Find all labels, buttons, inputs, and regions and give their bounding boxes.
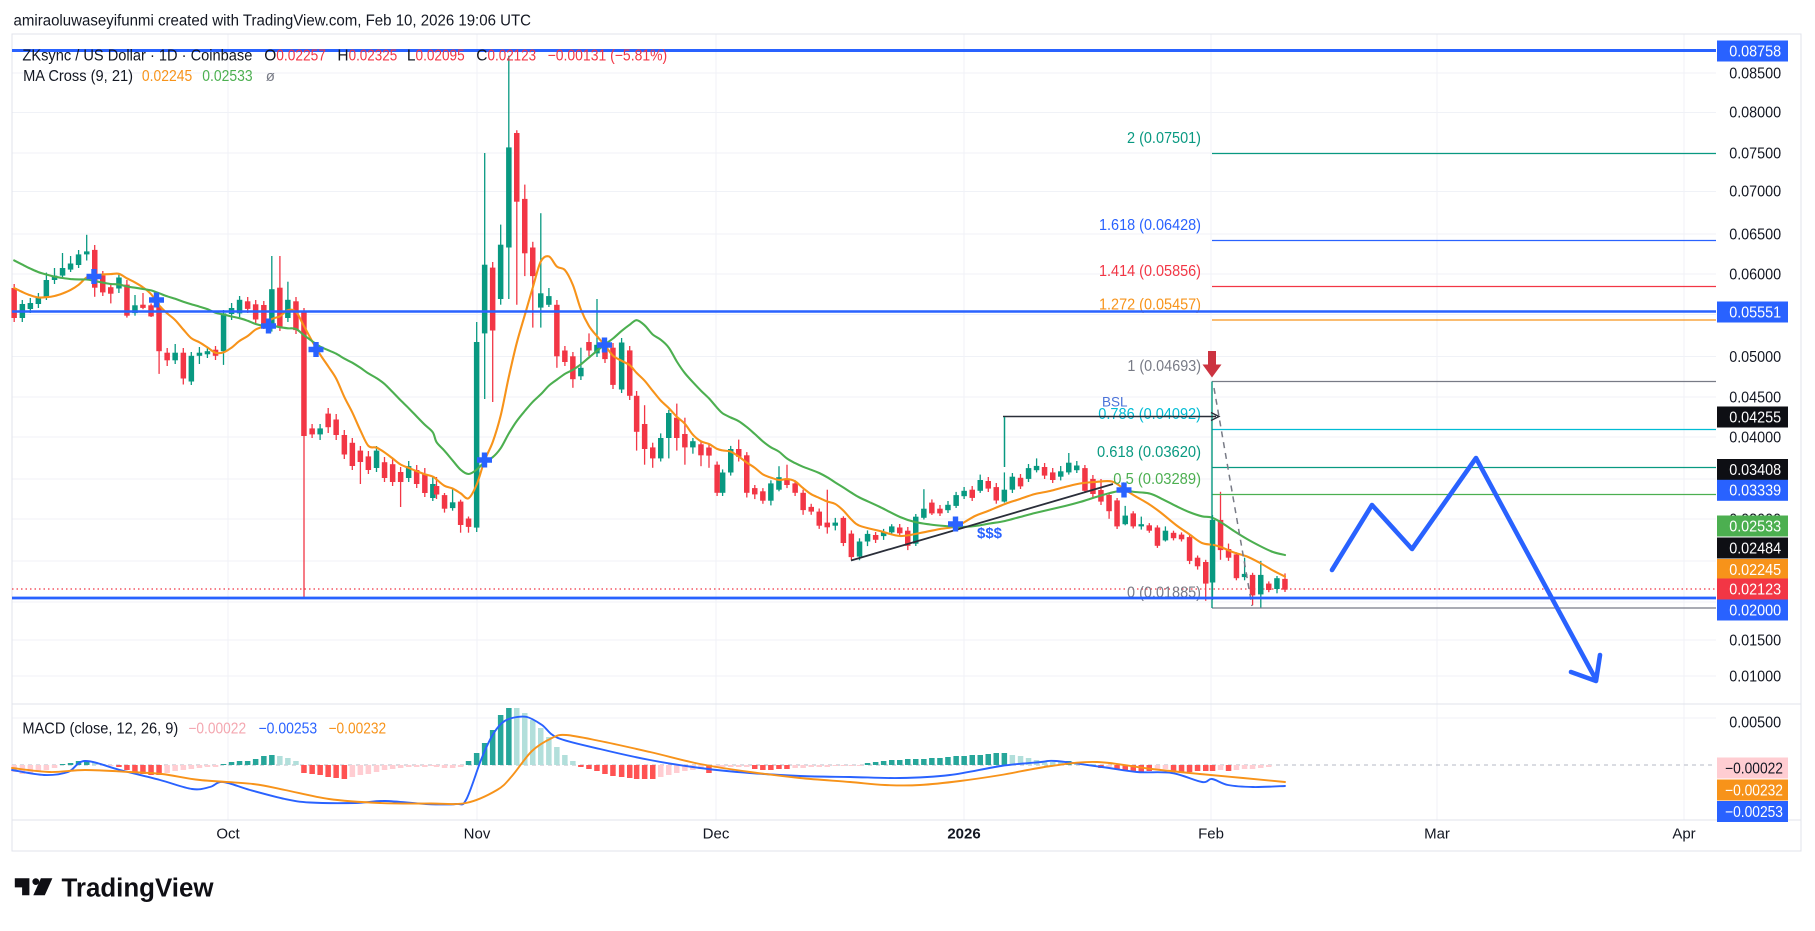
svg-text:0.08000: 0.08000 — [1729, 104, 1781, 121]
svg-text:0.08500: 0.08500 — [1729, 65, 1781, 82]
svg-text:−0.00022: −0.00022 — [1725, 760, 1783, 777]
svg-text:1 (0.04693): 1 (0.04693) — [1127, 358, 1201, 375]
svg-text:0.03408: 0.03408 — [1729, 462, 1781, 479]
svg-text:Mar: Mar — [1424, 826, 1450, 843]
svg-text:0.07000: 0.07000 — [1729, 183, 1781, 200]
svg-text:0.02123: 0.02123 — [488, 48, 537, 65]
svg-text:O: O — [264, 48, 276, 65]
svg-text:0.00500: 0.00500 — [1729, 714, 1781, 731]
svg-text:Oct: Oct — [216, 826, 240, 843]
svg-text:1.618 (0.06428): 1.618 (0.06428) — [1099, 217, 1201, 234]
svg-text:1.272 (0.05457): 1.272 (0.05457) — [1099, 297, 1201, 314]
svg-text:0.07500: 0.07500 — [1729, 145, 1781, 162]
svg-text:0.786 (0.04092): 0.786 (0.04092) — [1098, 406, 1201, 423]
svg-text:0.02533: 0.02533 — [202, 68, 252, 85]
svg-text:Nov: Nov — [464, 826, 491, 843]
svg-text:0.02245: 0.02245 — [142, 68, 192, 85]
svg-text:BSL: BSL — [1102, 395, 1128, 410]
svg-text:0.02245: 0.02245 — [1729, 562, 1781, 579]
svg-text:0.618 (0.03620): 0.618 (0.03620) — [1097, 444, 1201, 461]
svg-text:0.05000: 0.05000 — [1729, 349, 1781, 366]
svg-text:$$$: $$$ — [977, 525, 1003, 542]
svg-text:0.02095: 0.02095 — [416, 48, 465, 65]
svg-text:0.01000: 0.01000 — [1729, 668, 1781, 685]
svg-text:0.02000: 0.02000 — [1729, 602, 1781, 619]
svg-text:0.5 (0.03289): 0.5 (0.03289) — [1113, 471, 1201, 488]
svg-text:0.02533: 0.02533 — [1729, 518, 1781, 535]
svg-text:−0.00022: −0.00022 — [188, 721, 246, 738]
svg-text:L: L — [407, 48, 416, 65]
svg-text:−0.00253: −0.00253 — [259, 721, 318, 738]
svg-text:−0.00232: −0.00232 — [329, 721, 387, 738]
svg-text:0.02123: 0.02123 — [1729, 581, 1781, 598]
svg-text:1.414 (0.05856): 1.414 (0.05856) — [1099, 263, 1201, 280]
svg-text:−0.00232: −0.00232 — [1725, 782, 1783, 799]
svg-text:0.06000: 0.06000 — [1729, 266, 1781, 283]
svg-text:0.04000: 0.04000 — [1729, 429, 1781, 446]
svg-text:0.05551: 0.05551 — [1729, 304, 1781, 321]
svg-text:MA Cross (9, 21): MA Cross (9, 21) — [23, 68, 133, 85]
svg-text:0.02257: 0.02257 — [276, 48, 326, 65]
svg-text:H: H — [337, 48, 348, 65]
svg-text:Apr: Apr — [1672, 826, 1695, 843]
svg-text:amiraoluwaseyifunmi created wi: amiraoluwaseyifunmi created with Trading… — [14, 13, 532, 30]
svg-text:ø: ø — [266, 68, 275, 85]
svg-text:−0.00131 (−5.81%): −0.00131 (−5.81%) — [548, 48, 668, 65]
svg-text:MACD (close, 12, 26, 9): MACD (close, 12, 26, 9) — [22, 721, 178, 738]
svg-text:Dec: Dec — [703, 826, 730, 843]
svg-text:0.02325: 0.02325 — [349, 48, 398, 65]
svg-text:0.04255: 0.04255 — [1729, 409, 1781, 426]
svg-text:0.02484: 0.02484 — [1729, 540, 1781, 557]
svg-text:ZKsync / US Dollar · 1D · Coin: ZKsync / US Dollar · 1D · Coinbase — [22, 48, 252, 65]
svg-text:C: C — [476, 48, 487, 65]
svg-text:2 (0.07501): 2 (0.07501) — [1127, 130, 1201, 147]
svg-text:0.06500: 0.06500 — [1729, 226, 1781, 243]
svg-text:TradingView: TradingView — [62, 875, 214, 903]
svg-text:−0.00253: −0.00253 — [1725, 804, 1783, 821]
svg-text:0.08758: 0.08758 — [1729, 43, 1781, 60]
svg-text:0.03339: 0.03339 — [1729, 483, 1781, 500]
svg-text:0.04500: 0.04500 — [1729, 389, 1781, 406]
svg-text:Feb: Feb — [1198, 826, 1224, 843]
svg-text:0.01500: 0.01500 — [1729, 632, 1781, 649]
svg-text:2026: 2026 — [947, 826, 980, 843]
